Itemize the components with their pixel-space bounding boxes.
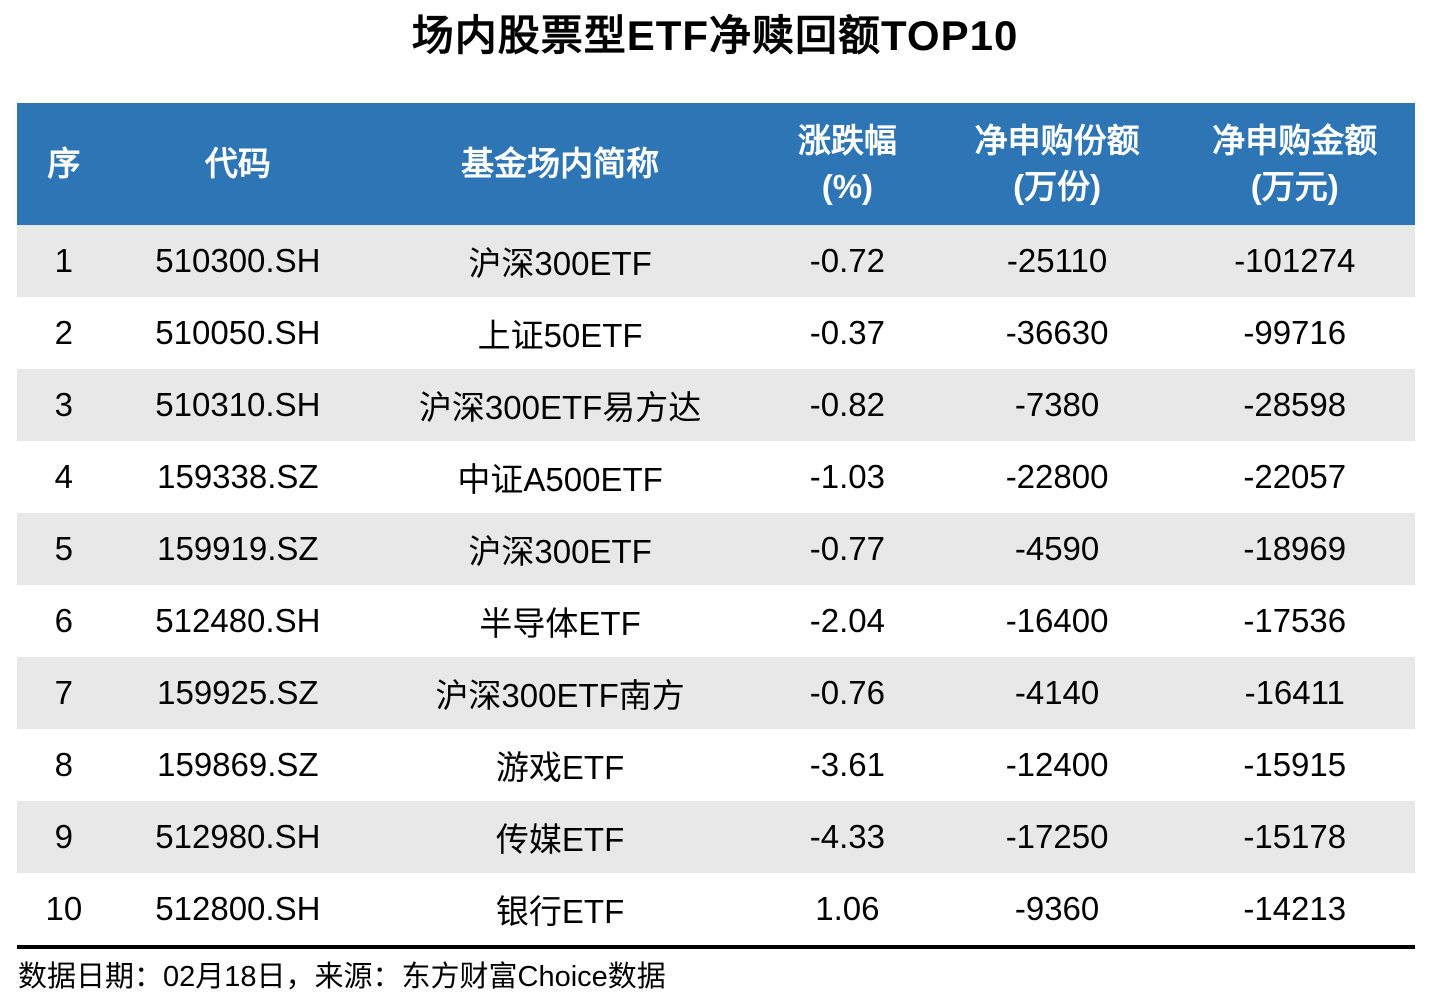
table-cell: -0.76: [755, 657, 940, 729]
column-header-line2: (万元): [1250, 168, 1339, 205]
column-header-line2: (万份): [1013, 168, 1102, 205]
table-row: 10 512800.SH 银行ETF 1.06 -9360 -14213: [17, 873, 1415, 947]
table-cell: -16400: [939, 585, 1175, 657]
column-header-line1: 序: [47, 145, 81, 182]
table-cell: 10: [17, 873, 111, 947]
table-row: 2 510050.SH 上证50ETF -0.37 -36630 -99716: [17, 297, 1415, 369]
table-cell: -0.37: [755, 297, 940, 369]
table-row: 5 159919.SZ 沪深300ETF -0.77 -4590 -18969: [17, 513, 1415, 585]
column-header: 序: [17, 103, 111, 225]
table-cell: -0.72: [755, 225, 940, 297]
column-header-line2: (%): [821, 168, 874, 205]
table-cell: 159869.SZ: [110, 729, 366, 801]
table-cell: 中证A500ETF: [365, 441, 756, 513]
table-cell: 3: [17, 369, 111, 441]
table-cell: -101274: [1174, 225, 1415, 297]
table-cell: 银行ETF: [365, 873, 756, 947]
table-cell: -1.03: [755, 441, 940, 513]
etf-redemption-table: 序 代码 基金场内简称 涨跌幅 (%) 净申购份额 (万份) 净申购金额 (万元) 1 51030…: [17, 103, 1415, 949]
table-cell: -18969: [1174, 513, 1415, 585]
column-header: 代码: [110, 103, 366, 225]
column-header: 涨跌幅 (%): [755, 103, 940, 225]
table-row: 4 159338.SZ 中证A500ETF -1.03 -22800 -22057: [17, 441, 1415, 513]
table-row: 9 512980.SH 传媒ETF -4.33 -17250 -15178: [17, 801, 1415, 873]
table-cell: -36630: [939, 297, 1175, 369]
table-cell: 游戏ETF: [365, 729, 756, 801]
table-cell: 8: [17, 729, 111, 801]
table-cell: 9: [17, 801, 111, 873]
table-cell: 7: [17, 657, 111, 729]
table-cell: 传媒ETF: [365, 801, 756, 873]
table-header: 序 代码 基金场内简称 涨跌幅 (%) 净申购份额 (万份) 净申购金额 (万元): [17, 103, 1415, 225]
column-header: 基金场内简称: [365, 103, 756, 225]
table-cell: 上证50ETF: [365, 297, 756, 369]
table-cell: -12400: [939, 729, 1175, 801]
table-cell: 159925.SZ: [110, 657, 366, 729]
table-cell: -0.82: [755, 369, 940, 441]
data-source-note: 数据日期：02月18日，来源：东方财富Choice数据: [18, 961, 666, 993]
table-cell: -14213: [1174, 873, 1415, 947]
table-cell: -4.33: [755, 801, 940, 873]
table-cell: -15178: [1174, 801, 1415, 873]
column-header-line1: 基金场内简称: [461, 145, 660, 182]
table-cell: -22057: [1174, 441, 1415, 513]
table-cell: -15915: [1174, 729, 1415, 801]
table-cell: -99716: [1174, 297, 1415, 369]
table-cell: -3.61: [755, 729, 940, 801]
table-cell: 512800.SH: [110, 873, 366, 947]
table-cell: -2.04: [755, 585, 940, 657]
table-cell: -28598: [1174, 369, 1415, 441]
column-header-line1: 涨跌幅: [797, 122, 897, 159]
page-title: 场内股票型ETF净赎回额TOP10: [411, 12, 1019, 59]
table-cell: -25110: [939, 225, 1175, 297]
table-cell: 沪深300ETF: [365, 513, 756, 585]
table-cell: -4140: [939, 657, 1175, 729]
table-cell: 4: [17, 441, 111, 513]
table-cell: 510310.SH: [110, 369, 366, 441]
table-row: 3 510310.SH 沪深300ETF易方达 -0.82 -7380 -28598: [17, 369, 1415, 441]
table-cell: 6: [17, 585, 111, 657]
table-cell: 159919.SZ: [110, 513, 366, 585]
table-cell: 沪深300ETF易方达: [365, 369, 756, 441]
column-header-line1: 净申购份额: [974, 122, 1140, 159]
table-cell: 512980.SH: [110, 801, 366, 873]
table-cell: -16411: [1174, 657, 1415, 729]
table-cell: 512480.SH: [110, 585, 366, 657]
table-cell: -4590: [939, 513, 1175, 585]
table-cell: -7380: [939, 369, 1175, 441]
table-cell: 510050.SH: [110, 297, 366, 369]
table-cell: 1.06: [755, 873, 940, 947]
table-cell: 2: [17, 297, 111, 369]
table-cell: 510300.SH: [110, 225, 366, 297]
column-header-line1: 代码: [204, 145, 271, 182]
table-row: 6 512480.SH 半导体ETF -2.04 -16400 -17536: [17, 585, 1415, 657]
table-cell: 159338.SZ: [110, 441, 366, 513]
table-cell: 1: [17, 225, 111, 297]
table-cell: 半导体ETF: [365, 585, 756, 657]
table-cell: -17536: [1174, 585, 1415, 657]
header-row: 序 代码 基金场内简称 涨跌幅 (%) 净申购份额 (万份) 净申购金额 (万元): [17, 103, 1415, 225]
table-row: 7 159925.SZ 沪深300ETF南方 -0.76 -4140 -16411: [17, 657, 1415, 729]
table-cell: -9360: [939, 873, 1175, 947]
table-row: 1 510300.SH 沪深300ETF -0.72 -25110 -101274: [17, 225, 1415, 297]
table-row: 8 159869.SZ 游戏ETF -3.61 -12400 -15915: [17, 729, 1415, 801]
table-cell: 沪深300ETF: [365, 225, 756, 297]
column-header: 净申购份额 (万份): [939, 103, 1175, 225]
table-cell: 沪深300ETF南方: [365, 657, 756, 729]
table-body: 1 510300.SH 沪深300ETF -0.72 -25110 -101274 2 510…: [17, 225, 1415, 947]
table-cell: 5: [17, 513, 111, 585]
table-cell: -0.77: [755, 513, 940, 585]
table-cell: -17250: [939, 801, 1175, 873]
table-cell: -22800: [939, 441, 1175, 513]
column-header-line1: 净申购金额: [1212, 122, 1378, 159]
column-header: 净申购金额 (万元): [1174, 103, 1415, 225]
